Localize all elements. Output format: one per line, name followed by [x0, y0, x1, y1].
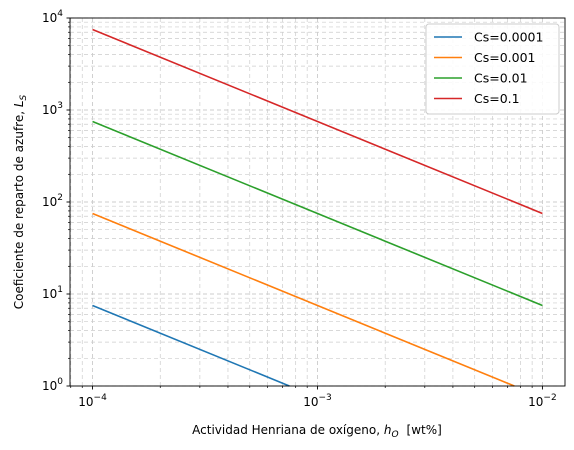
x-axis-label: Actividad Henriana de oxígeno, hO [wt%]	[192, 423, 442, 440]
x-tick-label: 10−2	[528, 393, 557, 409]
y-tick-label: 100	[42, 377, 63, 393]
legend: Cs=0.0001 Cs=0.001 Cs=0.01 Cs=0.1	[426, 24, 559, 114]
legend-label-1: Cs=0.0001	[474, 30, 543, 45]
legend-label-4: Cs=0.1	[474, 91, 520, 106]
y-tick-label: 104	[42, 9, 63, 25]
y-tick-label: 102	[42, 193, 63, 209]
legend-label-2: Cs=0.001	[474, 50, 536, 65]
y-tick-label: 101	[42, 285, 63, 301]
legend-label-3: Cs=0.01	[474, 71, 528, 86]
y-axis-label: Coeficiente de reparto de azufre, LS	[12, 94, 29, 309]
x-tick-label: 10−3	[303, 393, 332, 409]
x-tick-label: 10−4	[78, 393, 107, 409]
y-tick-label: 103	[42, 101, 63, 117]
